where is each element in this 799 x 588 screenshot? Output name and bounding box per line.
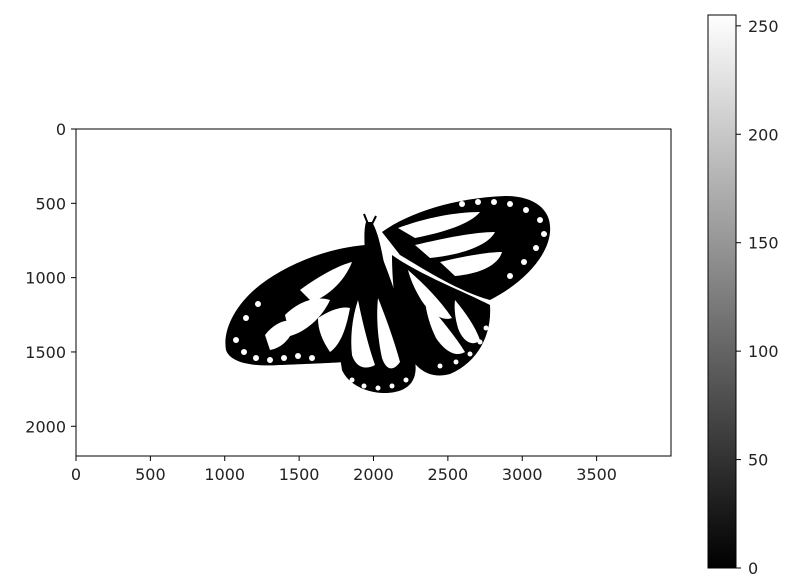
x-axis: 0 500 1000 1500 2000 2500 3000 3500 bbox=[71, 456, 617, 484]
colorbar-tick-label: 200 bbox=[748, 125, 779, 144]
y-axis: 0 500 1000 1500 2000 bbox=[25, 120, 76, 436]
y-tick-label: 500 bbox=[35, 194, 66, 213]
y-tick-label: 0 bbox=[56, 120, 66, 139]
y-tick-label: 2000 bbox=[25, 417, 66, 436]
y-tick-label: 1500 bbox=[25, 343, 66, 362]
colorbar-axis: 0 50 100 150 200 250 bbox=[736, 17, 779, 578]
margin-spots bbox=[233, 199, 547, 391]
image-plot bbox=[75, 128, 672, 457]
wing-cells bbox=[265, 212, 502, 369]
x-tick-label: 2500 bbox=[428, 465, 469, 484]
colorbar-tick-label: 100 bbox=[748, 342, 779, 361]
x-tick-label: 3000 bbox=[502, 465, 543, 484]
colorbar-tick-label: 150 bbox=[748, 234, 779, 253]
colorbar-tick-label: 0 bbox=[748, 559, 758, 578]
x-tick-label: 1500 bbox=[279, 465, 320, 484]
colorbar: 0 50 100 150 200 250 bbox=[707, 14, 779, 578]
colorbar-tick-label: 50 bbox=[748, 451, 768, 470]
x-tick-label: 0 bbox=[71, 465, 81, 484]
x-tick-label: 500 bbox=[135, 465, 166, 484]
butterfly-image bbox=[225, 196, 551, 394]
colorbar-gradient bbox=[707, 14, 737, 569]
colorbar-tick-label: 250 bbox=[748, 17, 779, 36]
x-tick-label: 3500 bbox=[576, 465, 617, 484]
x-tick-label: 2000 bbox=[353, 465, 394, 484]
y-tick-label: 1000 bbox=[25, 269, 66, 288]
x-tick-label: 1000 bbox=[204, 465, 245, 484]
